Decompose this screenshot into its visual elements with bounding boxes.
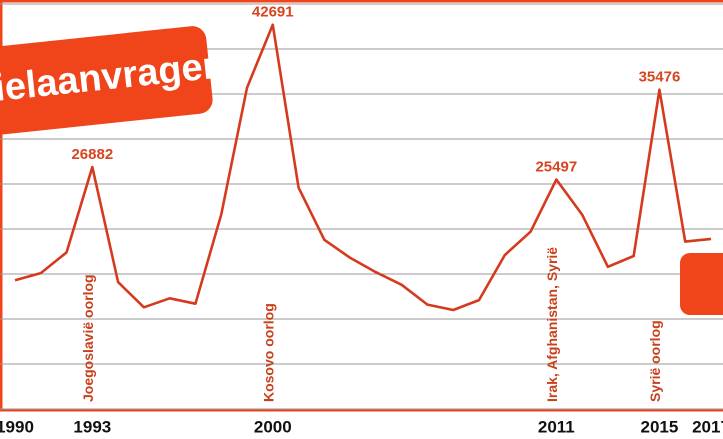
- annotation: Syrië oorlog: [647, 320, 663, 402]
- x-tick-label: 2015: [641, 417, 679, 436]
- x-tick-label: 2011: [538, 417, 575, 436]
- annotation: Kosovo oorlog: [260, 303, 276, 402]
- data-label: 26882: [71, 146, 113, 163]
- x-tick-label: 1990: [0, 417, 34, 436]
- data-label: 35476: [639, 69, 681, 86]
- x-tick-label: 2017: [692, 417, 723, 436]
- x-tick-label: 2000: [254, 417, 292, 436]
- banner-box: [0, 26, 213, 136]
- title-banner: ielaanvragen: [0, 26, 228, 136]
- x-tick-label: 1993: [73, 417, 111, 436]
- plot: 1990 1993 2000 2011 2015 2017 Joegoslavië oorl…: [0, 4, 723, 437]
- annotation: Irak, Afghanistan, Syrië: [544, 247, 560, 402]
- data-label: 25497: [535, 158, 577, 175]
- grid: [0, 3, 723, 410]
- frame: [0, 0, 723, 412]
- side-badge: [680, 253, 723, 315]
- annotation: Joegoslavië oorlog: [80, 274, 96, 402]
- data-label: 42691: [252, 4, 294, 21]
- line: [14, 23, 712, 312]
